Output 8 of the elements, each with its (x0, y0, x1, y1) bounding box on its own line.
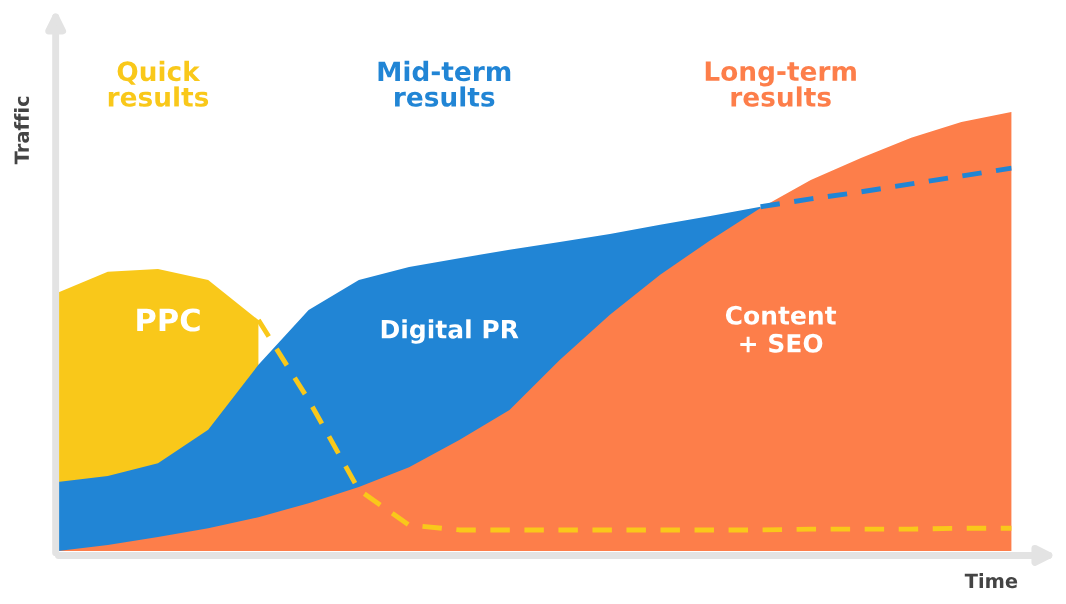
text: Long-term results (705, 61, 856, 107)
series-label: Content + SEO (725, 305, 837, 353)
text: Mid-term results (378, 60, 511, 107)
series-label: Digital PR (381, 319, 519, 344)
x-axis-title: Time (964, 573, 1018, 589)
text: Quick results (108, 60, 209, 107)
series-label: PPC (137, 308, 200, 332)
y-axis-title: Traffic (14, 96, 30, 165)
